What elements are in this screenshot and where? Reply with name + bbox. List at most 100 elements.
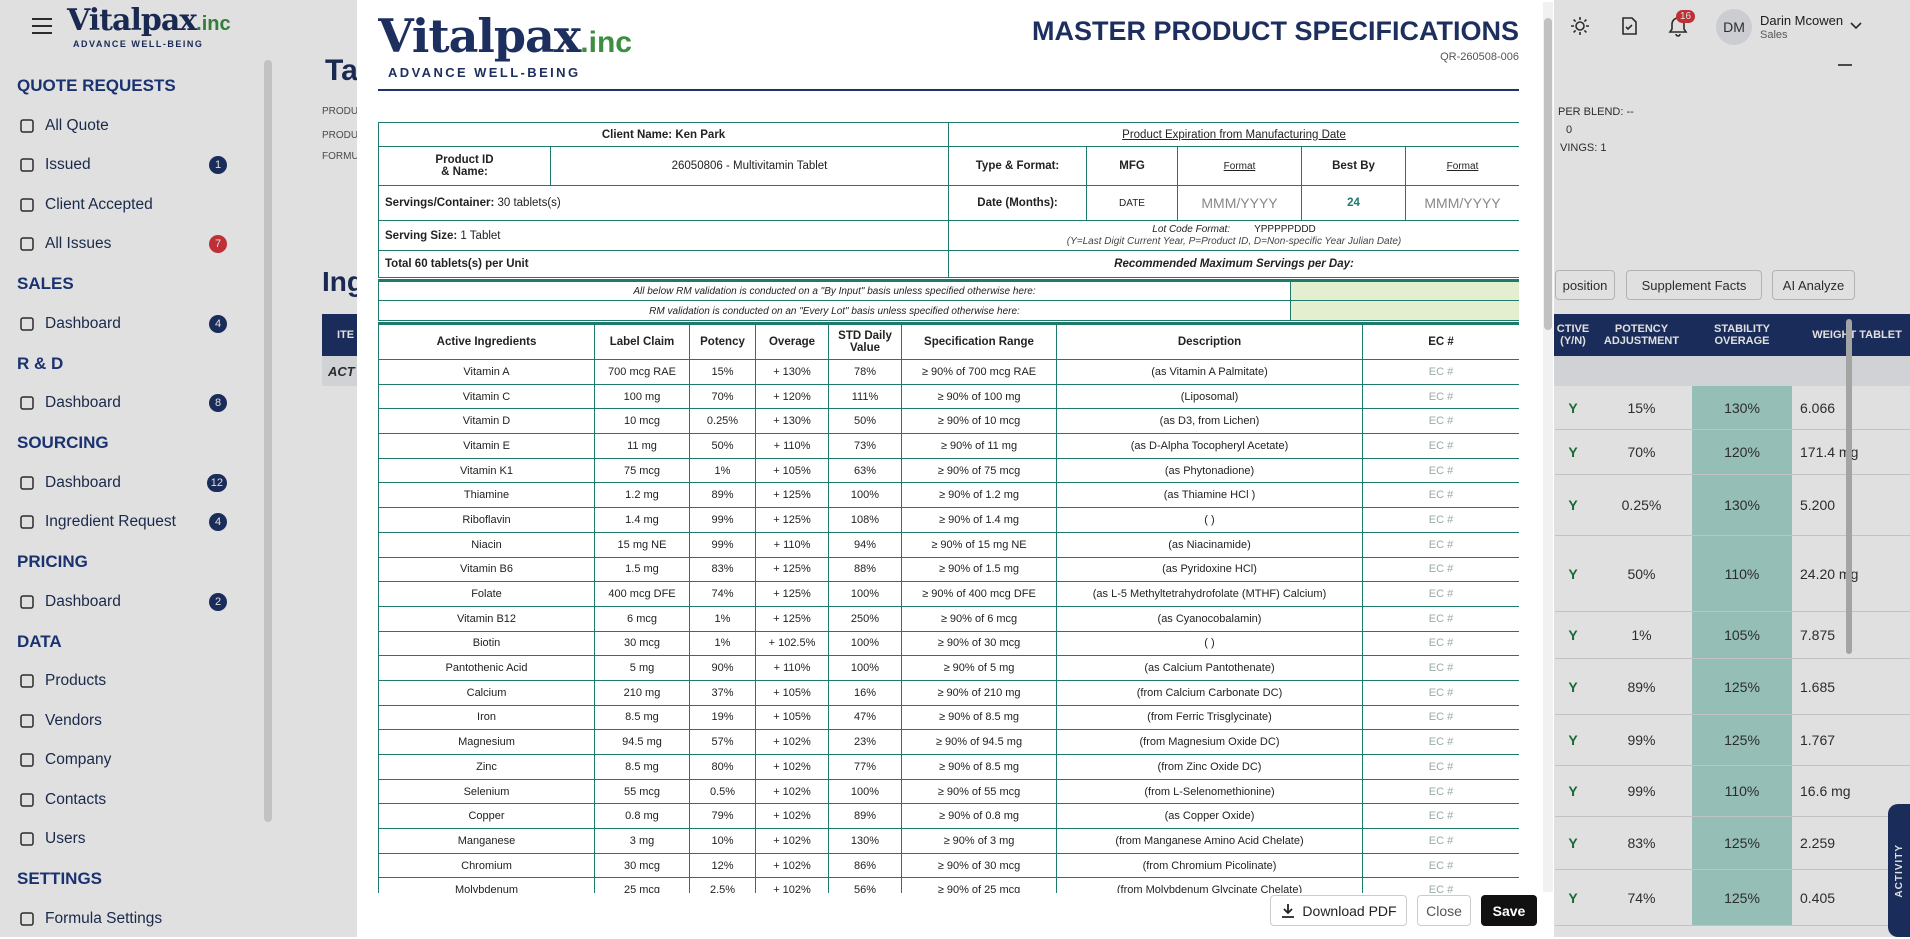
nav-item[interactable]: Contacts	[17, 780, 227, 820]
info-cell: Product ID & Name:	[378, 146, 551, 186]
ingredient-cell: 12%	[689, 852, 756, 879]
ingredient-cell: 250%	[828, 605, 902, 632]
spec-modal: Vitalpax.inc ADVANCE WELL-BEING MASTER PRO…	[357, 0, 1554, 937]
nav-item[interactable]: Company	[17, 741, 227, 781]
ingredient-cell: 100%	[828, 655, 902, 681]
nav-item[interactable]: Formula Settings	[17, 899, 227, 939]
ingredient-cell: 15 mg NE	[594, 531, 690, 558]
menu-icon[interactable]	[32, 18, 52, 34]
ingredient-cell: ≥ 90% of 11 mg	[901, 433, 1057, 459]
avatar[interactable]: DM	[1716, 9, 1752, 45]
nav-item[interactable]: Client Accepted	[17, 185, 227, 225]
column-header: EC #	[1362, 323, 1519, 360]
ingredient-cell: (from L-Selenomethionine)	[1056, 778, 1363, 805]
info-cell: MMM/YYYY	[1177, 185, 1303, 221]
ingredient-cell: 74%	[689, 581, 756, 607]
cell: Y	[1555, 536, 1591, 612]
ingredient-cell: EC #	[1362, 704, 1519, 731]
ingredient-cell: 10%	[689, 828, 756, 854]
download-pdf-button[interactable]: Download PDF	[1270, 895, 1407, 926]
collapse-icon[interactable]	[1838, 64, 1852, 66]
save-button[interactable]: Save	[1481, 895, 1537, 926]
ingredient-cell: + 102.5%	[755, 630, 829, 657]
ingredient-cell: ≥ 90% of 6 mcg	[901, 605, 1057, 632]
ingredient-cell: + 102%	[755, 729, 829, 755]
toolbar-button[interactable]: position	[1555, 270, 1615, 300]
ingredient-cell: (from Molybdenum Glycinate Chelate)	[1056, 877, 1363, 893]
validation-input[interactable]	[1290, 300, 1519, 321]
ingredient-row: Vitamin B6 1.5 mg 83% + 125% 88% ≥ 90% of 1.5…	[378, 556, 1519, 583]
ingredient-cell: EC #	[1362, 655, 1519, 681]
nav-badge: 1	[209, 156, 227, 175]
theme-icon[interactable]	[1570, 16, 1590, 36]
ingredient-cell: 19%	[689, 704, 756, 731]
nav-item[interactable]: Dashboard 12	[17, 463, 227, 503]
best-by-date: MMM/YYYY	[1424, 195, 1501, 211]
activity-tab[interactable]: ACTIVITY	[1888, 804, 1910, 937]
ingredient-cell: 23%	[828, 729, 902, 755]
ingredient-row: Folate 400 mcg DFE 74% + 125% 100% ≥ 90% of 4…	[378, 581, 1519, 607]
cell: 0.25%	[1591, 475, 1692, 536]
nav-item[interactable]: Ingredient Request 4	[17, 503, 227, 543]
nav-item[interactable]: Vendors	[17, 701, 227, 741]
nav-item[interactable]: Products	[17, 662, 227, 702]
ingredient-cell: 100%	[828, 482, 902, 509]
ingredient-cell: 57%	[689, 729, 756, 755]
ingredient-cell: 75 mcg	[594, 457, 690, 484]
ingredient-cell: 50%	[828, 408, 902, 435]
ingredient-cell: (Liposomal)	[1056, 383, 1363, 410]
section-title: QUOTE REQUESTS	[17, 76, 176, 95]
modal-scroll-thumb[interactable]	[1544, 18, 1552, 330]
ingredient-cell: ≥ 90% of 15 mg NE	[901, 531, 1057, 558]
ingredient-cell: (from Manganese Amino Acid Chelate)	[1056, 828, 1363, 854]
ingredient-cell: Manganese	[378, 828, 595, 854]
nav-badge: 2	[209, 592, 227, 611]
nav-item[interactable]: Issued 1	[17, 146, 227, 186]
ingredient-cell: Selenium	[378, 778, 595, 805]
ingredient-row: Chromium 30 mcg 12% + 102% 86% ≥ 90% of 30 mc…	[378, 852, 1519, 879]
ingredient-cell: 25 mcg	[594, 877, 690, 893]
table-scrollbar[interactable]	[1846, 319, 1852, 654]
user-name[interactable]: Darin Mcowen	[1760, 13, 1844, 28]
toolbar-button[interactable]: AI Analyze	[1772, 270, 1855, 300]
ingredient-row: Biotin 30 mcg 1% + 102.5% 100% ≥ 90% of 30 mc…	[378, 630, 1519, 657]
ingredient-cell: 1.2 mg	[594, 482, 690, 509]
ingredient-cell: ≥ 90% of 1.4 mg	[901, 507, 1057, 533]
nav-icon	[20, 832, 34, 846]
document-logo: Vitalpax.inc ADVANCE WELL-BEING	[378, 13, 632, 80]
nav-item[interactable]: All Issues 7	[17, 225, 227, 265]
ingredient-cell: Zinc	[378, 754, 595, 780]
ingredient-cell: 130%	[828, 828, 902, 854]
ingredient-cell: Vitamin E	[378, 433, 595, 459]
ingredient-cell: (from Calcium Carbonate DC)	[1056, 679, 1363, 706]
nav-item[interactable]: Dashboard 2	[17, 582, 227, 622]
ingredient-cell: ≥ 90% of 100 mg	[901, 383, 1057, 410]
user-menu-caret[interactable]	[1850, 22, 1862, 30]
ingredient-cell: 111%	[828, 383, 902, 410]
nav-item[interactable]: All Quote	[17, 106, 227, 146]
close-button[interactable]: Close	[1417, 895, 1471, 926]
nav-item[interactable]: Dashboard 8	[17, 384, 227, 424]
tagline: ADVANCE WELL-BEING	[73, 39, 204, 49]
nav-item[interactable]: Dashboard 4	[17, 304, 227, 344]
lot-code-value: YPPPPPDDD	[1254, 224, 1316, 235]
logo[interactable]: Vitalpax.inc ADVANCE WELL-BEING	[67, 6, 231, 50]
ingredient-cell: 30 mcg	[594, 852, 690, 879]
validation-input[interactable]	[1290, 280, 1519, 301]
ingredient-cell: ( )	[1056, 630, 1363, 657]
info-cell: Format	[1177, 146, 1303, 186]
ingredient-cell: ≥ 90% of 210 mg	[901, 679, 1057, 706]
ingredient-cell: 100%	[828, 630, 902, 657]
ingredient-cell: EC #	[1362, 507, 1519, 533]
ingredient-cell: 100%	[828, 581, 902, 607]
tasks-icon[interactable]	[1619, 16, 1639, 36]
toolbar-button[interactable]: Supplement Facts	[1626, 270, 1762, 300]
ingredient-cell: 16%	[828, 679, 902, 706]
nav-item[interactable]: Users	[17, 820, 227, 860]
cell: 125%	[1692, 715, 1792, 766]
info-cell: Product Expiration from Manufacturing Da…	[948, 122, 1519, 147]
modal-scrollbar[interactable]	[1543, 2, 1553, 892]
sidebar-scrollbar[interactable]	[264, 60, 272, 822]
ingredient-cell: ≥ 90% of 0.8 mg	[901, 803, 1057, 830]
info-cell: Lot Code Format: YPPPPPDDD (Y=Last Digit C…	[948, 220, 1519, 251]
